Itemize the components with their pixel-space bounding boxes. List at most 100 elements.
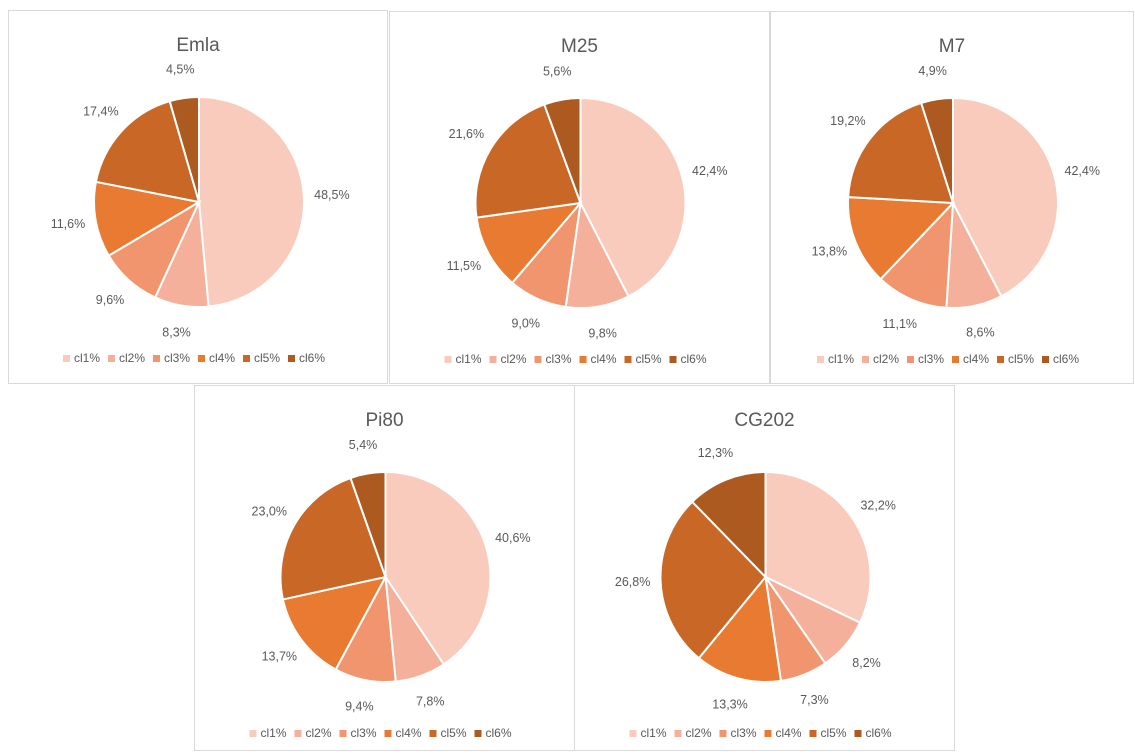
data-label: 26,8% bbox=[615, 575, 650, 589]
legend-marker bbox=[674, 730, 682, 737]
pie-slice bbox=[952, 96, 1059, 298]
legend-label: cl4% bbox=[591, 352, 617, 366]
chart-title: M7 bbox=[939, 36, 965, 57]
legend-marker bbox=[243, 355, 250, 362]
chart-panel: Pi80 40,6% 7,8% 9,4% 13,7% 23,0% 5,4% cl1% cl2% c… bbox=[194, 385, 575, 751]
pie-slice bbox=[847, 196, 956, 281]
pie-slice bbox=[94, 99, 201, 204]
data-label: 19,2% bbox=[830, 114, 865, 128]
legend-marker bbox=[474, 730, 482, 737]
data-label: 42,4% bbox=[1065, 164, 1100, 178]
data-label: 9,0% bbox=[511, 316, 540, 330]
legend-marker bbox=[952, 356, 959, 363]
legend-marker bbox=[339, 730, 347, 737]
legend-marker bbox=[997, 356, 1004, 363]
legend-label: cl5% bbox=[821, 726, 847, 740]
pie-slice bbox=[879, 200, 955, 309]
legend-marker bbox=[719, 730, 727, 737]
legend-label: cl5% bbox=[1008, 352, 1034, 366]
pie-slice bbox=[847, 101, 955, 205]
data-label: 7,8% bbox=[416, 695, 445, 709]
legend-label: cl6% bbox=[681, 352, 707, 366]
legend-label: cl4% bbox=[963, 352, 989, 366]
data-label: 8,6% bbox=[966, 325, 995, 339]
pie-slice bbox=[475, 201, 583, 285]
chart-panel: CG202 32,2% 8,2% 7,3% 13,3% 26,8% 12,3% cl1% cl2… bbox=[574, 385, 955, 751]
legend-label: cl4% bbox=[396, 726, 422, 740]
chart-title: Emla bbox=[176, 35, 220, 56]
data-label: 8,3% bbox=[162, 325, 191, 339]
legend-marker bbox=[809, 730, 817, 737]
data-label: 4,5% bbox=[166, 63, 195, 77]
legend-marker bbox=[249, 730, 257, 737]
legend-label: cl1% bbox=[74, 351, 100, 365]
data-label: 11,1% bbox=[883, 317, 918, 331]
legend-marker bbox=[764, 730, 772, 737]
legend-marker bbox=[63, 355, 70, 362]
legend-marker bbox=[817, 356, 824, 363]
data-label: 42,4% bbox=[692, 164, 727, 178]
legend-marker bbox=[669, 356, 677, 363]
data-label: 9,6% bbox=[96, 293, 125, 307]
legend-label: cl2% bbox=[686, 726, 712, 740]
pie-slice bbox=[168, 95, 200, 203]
legend-label: cl4% bbox=[776, 726, 802, 740]
legend-marker bbox=[854, 730, 862, 737]
data-label: 4,9% bbox=[918, 64, 947, 78]
chart: Pi80 40,6% 7,8% 9,4% 13,7% 23,0% 5,4% cl1% cl2% c… bbox=[249, 410, 531, 740]
chart-panel: M25 42,4% 9,8% 9,0% 11,5% 21,6% 5,6% cl1% cl2% cl… bbox=[389, 11, 770, 384]
legend-label: cl2% bbox=[306, 726, 332, 740]
legend-marker bbox=[907, 356, 914, 363]
pie-slice bbox=[579, 96, 687, 298]
chart: M25 42,4% 9,8% 9,0% 11,5% 21,6% 5,6% cl1% cl2% cl… bbox=[444, 36, 727, 366]
legend-marker bbox=[1042, 356, 1049, 363]
data-label: 13,3% bbox=[712, 697, 747, 711]
data-label: 32,2% bbox=[860, 499, 895, 513]
chart-panel: M7 42,4% 8,6% 11,1% 13,8% 19,2% 4,9% cl1% cl2% cl… bbox=[770, 11, 1134, 384]
legend-marker bbox=[108, 355, 115, 362]
data-label: 9,8% bbox=[588, 326, 617, 340]
pie-slice bbox=[349, 470, 387, 578]
legend-marker bbox=[489, 356, 497, 363]
legend-label: cl6% bbox=[1053, 352, 1079, 366]
data-label: 11,6% bbox=[51, 217, 86, 231]
data-label: 9,4% bbox=[345, 700, 374, 714]
data-label: 13,7% bbox=[262, 649, 297, 663]
data-label: 23,0% bbox=[252, 505, 287, 519]
legend-label: cl6% bbox=[299, 351, 325, 365]
chart-title: M25 bbox=[561, 36, 598, 57]
legend-label: cl3% bbox=[918, 352, 944, 366]
legend-label: cl5% bbox=[636, 352, 662, 366]
legend-marker bbox=[384, 730, 392, 737]
legend-marker bbox=[624, 356, 632, 363]
legend-label: cl1% bbox=[456, 352, 482, 366]
legend-label: cl3% bbox=[351, 726, 377, 740]
legend-label: cl3% bbox=[731, 726, 757, 740]
pie-slice bbox=[542, 96, 582, 204]
chart-panel: Emla 48,5% 8,3% 9,6% 11,6% 17,4% 4,5% cl1% cl2% c… bbox=[8, 10, 388, 384]
legend-label: cl5% bbox=[441, 726, 467, 740]
pie-slice bbox=[281, 575, 388, 671]
data-label: 40,6% bbox=[495, 531, 530, 545]
legend-label: cl6% bbox=[866, 726, 892, 740]
chart-title: CG202 bbox=[734, 410, 794, 431]
pie-slice bbox=[690, 470, 767, 580]
chart: CG202 32,2% 8,2% 7,3% 13,3% 26,8% 12,3% cl1% cl2… bbox=[615, 410, 896, 740]
pie-slice bbox=[279, 476, 387, 601]
legend-marker bbox=[153, 355, 160, 362]
data-label: 5,4% bbox=[349, 438, 378, 452]
legend-label: cl5% bbox=[254, 351, 280, 365]
data-label: 11,5% bbox=[447, 259, 482, 273]
legend-label: cl2% bbox=[119, 351, 145, 365]
pie-slice bbox=[93, 180, 202, 258]
legend-marker bbox=[429, 730, 437, 737]
legend-marker bbox=[579, 356, 587, 363]
legend-label: cl6% bbox=[486, 726, 512, 740]
pie-slice bbox=[697, 574, 783, 683]
data-label: 13,8% bbox=[812, 244, 847, 258]
data-label: 12,3% bbox=[698, 446, 733, 460]
chart-title: Pi80 bbox=[365, 410, 403, 431]
legend-marker bbox=[288, 355, 295, 362]
legend-label: cl1% bbox=[641, 726, 667, 740]
